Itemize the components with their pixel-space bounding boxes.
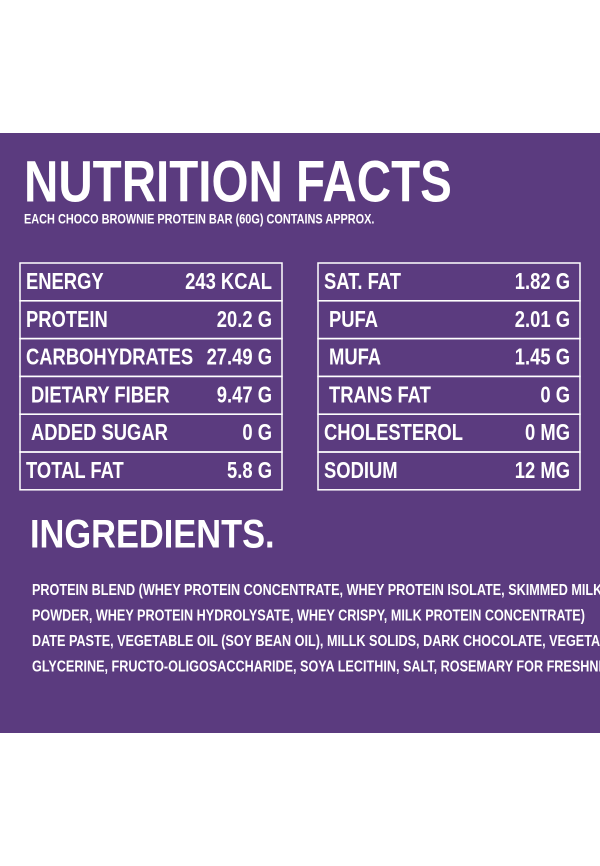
ingredients-title-wrap: INGREDIENTS.: [30, 511, 275, 556]
label-wrap: ADDED SUGAR: [31, 420, 168, 445]
row-value: 20.2 G: [217, 307, 272, 332]
row-value: 1.45 G: [515, 345, 570, 370]
label-wrap: TOTAL FAT: [26, 458, 124, 483]
line-wrap: GLYCERINE, FRUCTO-OLIGOSACCHARIDE, SOYA …: [32, 658, 600, 676]
row-value: 1.82 G: [515, 269, 570, 294]
panel: [0, 133, 600, 733]
tables: ENERGY 243 KCAL PROTEIN 20.2 G CARBOHYDRATES…: [19, 262, 581, 491]
row-label: DIETARY FIBER: [31, 382, 170, 407]
row-value: 2.01 G: [515, 307, 570, 332]
label-wrap: CARBOHYDRATES: [26, 345, 193, 370]
ingredients-line: POWDER, WHEY PROTEIN HYDROLYSATE, WHEY C…: [32, 607, 585, 625]
value-wrap: 20.2 G: [217, 307, 272, 332]
ingredients: PROTEIN BLEND (WHEY PROTEIN CONCENTRATE,…: [32, 582, 600, 676]
label-wrap: SAT. FAT: [324, 269, 401, 294]
table-cell: [19, 451, 283, 491]
value-wrap: 5.8 G: [227, 458, 272, 483]
row-label: TOTAL FAT: [26, 458, 124, 483]
label-wrap: SODIUM: [324, 458, 398, 483]
row-label: ENERGY: [26, 269, 104, 294]
ingredients-title: INGREDIENTS.: [30, 511, 275, 556]
label-wrap: MUFA: [329, 345, 381, 370]
title-wrap: NUTRITION FACTS: [24, 150, 452, 215]
row-label: MUFA: [329, 345, 381, 370]
ingredients-line: GLYCERINE, FRUCTO-OLIGOSACCHARIDE, SOYA …: [32, 658, 600, 676]
label-wrap: ENERGY: [26, 269, 104, 294]
value-wrap: 0 G: [540, 382, 570, 407]
row-value: 0 G: [242, 420, 272, 445]
row-value: 243 KCAL: [185, 269, 272, 294]
title: NUTRITION FACTS: [24, 150, 452, 215]
ingredients-line: DATE PASTE, VEGETABLE OIL (SOY BEAN OIL)…: [32, 633, 600, 651]
row-value: 27.49 G: [207, 345, 272, 370]
row-label: PROTEIN: [26, 307, 108, 332]
row-label: PUFA: [329, 307, 378, 332]
value-wrap: 243 KCAL: [185, 269, 272, 294]
value-wrap: 2.01 G: [515, 307, 570, 332]
line-wrap: POWDER, WHEY PROTEIN HYDROLYSATE, WHEY C…: [32, 607, 585, 625]
row-value: 0 MG: [525, 420, 570, 445]
subtitle: EACH CHOCO BROWNIE PROTEIN BAR (60G) CON…: [24, 211, 374, 227]
row-label: CHOLESTEROL: [324, 420, 463, 445]
row-label: TRANS FAT: [329, 382, 431, 407]
row-value: 9.47 G: [217, 382, 272, 407]
row-label: CARBOHYDRATES: [26, 345, 193, 370]
table-cell: [317, 451, 581, 491]
line-wrap: PROTEIN BLEND (WHEY PROTEIN CONCENTRATE,…: [32, 582, 600, 600]
label-wrap: CHOLESTEROL: [324, 420, 463, 445]
row-value: 5.8 G: [227, 458, 272, 483]
label-wrap: DIETARY FIBER: [31, 382, 170, 407]
value-wrap: 12 MG: [515, 458, 570, 483]
value-wrap: 0 G: [242, 420, 272, 445]
value-wrap: 1.45 G: [515, 345, 570, 370]
value-wrap: 1.82 G: [515, 269, 570, 294]
row-value: 0 G: [540, 382, 570, 407]
label-wrap: PUFA: [329, 307, 378, 332]
label-wrap: TRANS FAT: [329, 382, 431, 407]
row-label: SODIUM: [324, 458, 398, 483]
value-wrap: 9.47 G: [217, 382, 272, 407]
ingredients-line: PROTEIN BLEND (WHEY PROTEIN CONCENTRATE,…: [32, 582, 600, 600]
line-wrap: DATE PASTE, VEGETABLE OIL (SOY BEAN OIL)…: [32, 633, 600, 651]
subtitle-wrap: EACH CHOCO BROWNIE PROTEIN BAR (60G) CON…: [24, 211, 374, 227]
value-wrap: 0 MG: [525, 420, 570, 445]
row-label: SAT. FAT: [324, 269, 401, 294]
label-wrap: PROTEIN: [26, 307, 108, 332]
row-label: ADDED SUGAR: [31, 420, 168, 445]
value-wrap: 27.49 G: [207, 345, 272, 370]
row-value: 12 MG: [515, 458, 570, 483]
